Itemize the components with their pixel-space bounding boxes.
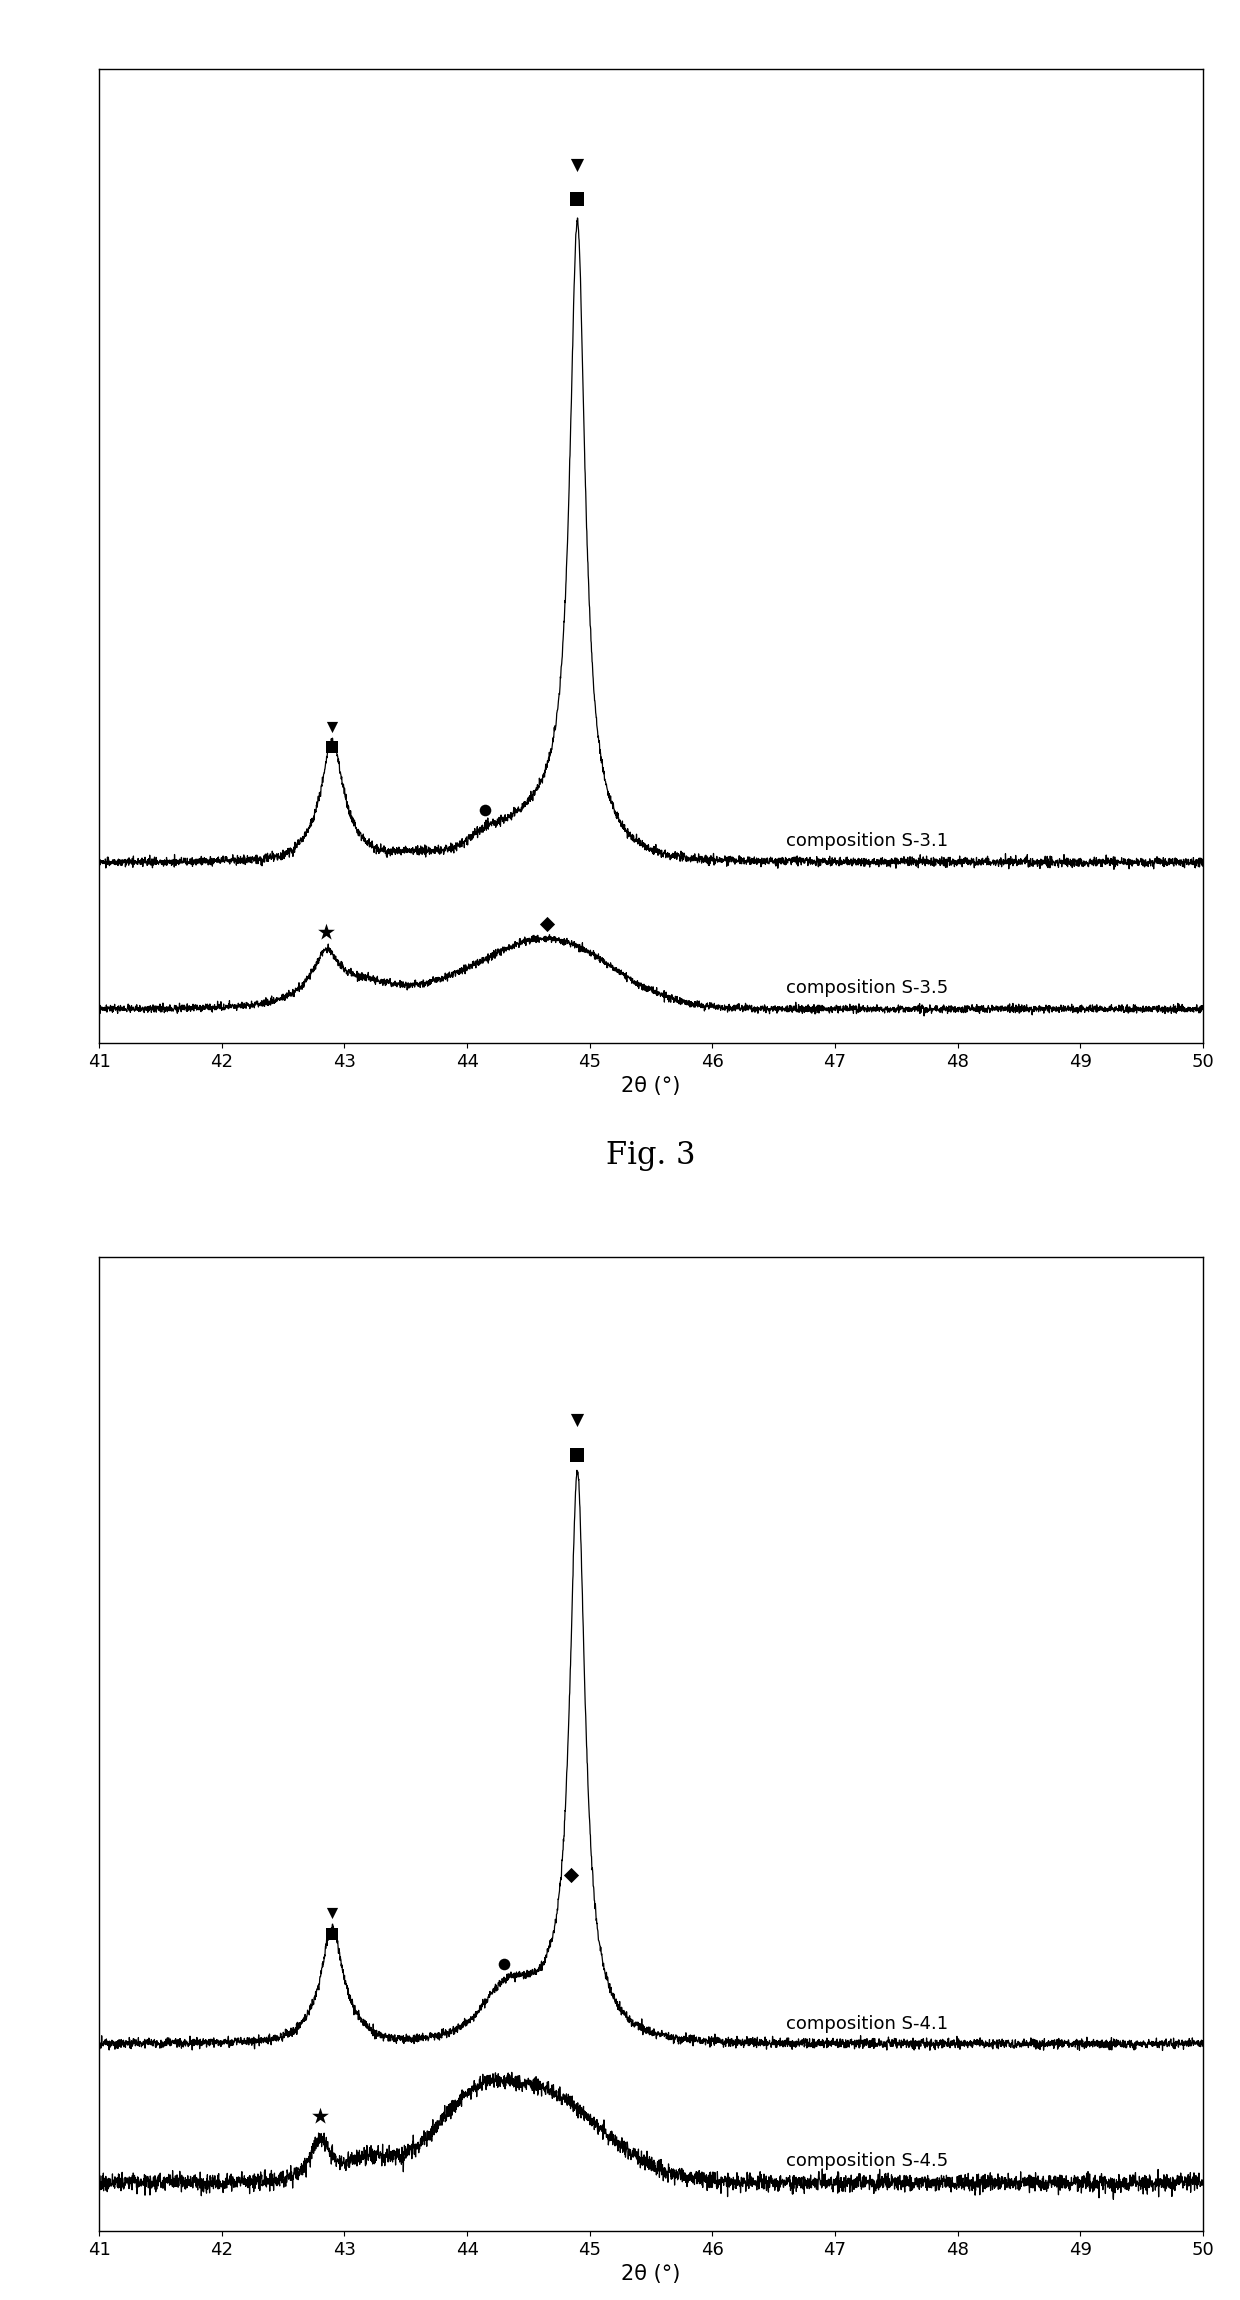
Text: composition S-3.5: composition S-3.5 (786, 980, 949, 998)
Point (562, 1856, 582, 1893)
Point (568, 147, 588, 184)
Text: composition S-4.5: composition S-4.5 (786, 2150, 949, 2169)
Point (494, 1946, 513, 1983)
Point (568, 1438, 588, 1474)
Text: Fig. 3: Fig. 3 (606, 1141, 696, 1171)
Point (537, 906, 557, 943)
Point (568, 1403, 588, 1440)
Point (310, 2098, 330, 2134)
Point (322, 729, 342, 766)
Point (322, 1895, 342, 1932)
Point (316, 913, 336, 950)
X-axis label: 2θ (°): 2θ (°) (621, 2263, 681, 2284)
Point (322, 708, 342, 745)
Text: composition S-3.1: composition S-3.1 (786, 833, 949, 849)
Point (322, 1916, 342, 1953)
Text: composition S-4.1: composition S-4.1 (786, 2015, 949, 2033)
Point (476, 791, 496, 828)
Point (568, 182, 588, 218)
X-axis label: 2θ (°): 2θ (°) (621, 1076, 681, 1097)
